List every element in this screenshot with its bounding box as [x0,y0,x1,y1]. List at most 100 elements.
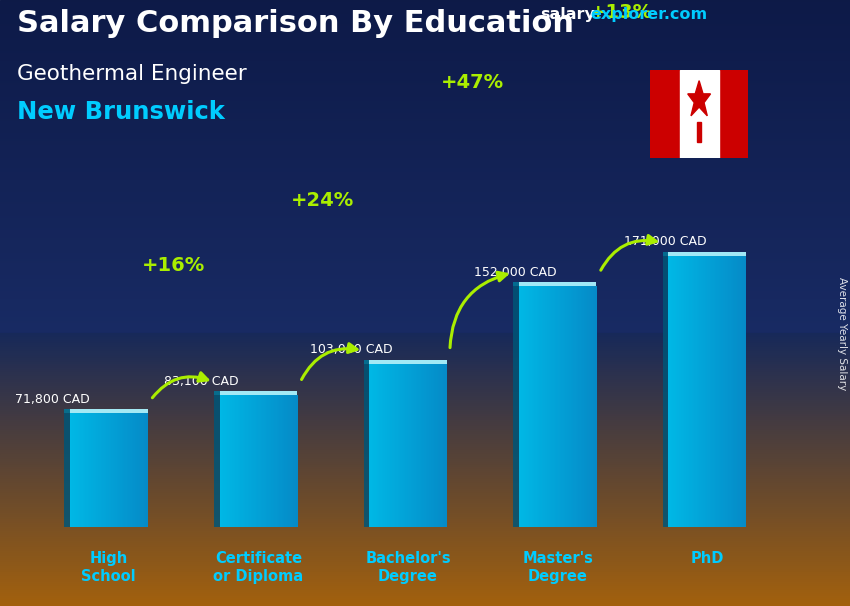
Bar [693,256,694,527]
Text: 71,800 CAD: 71,800 CAD [14,393,89,406]
Bar [425,364,427,527]
Bar [0,503,850,505]
Bar [82,413,84,527]
Bar [269,395,270,527]
Bar [577,286,579,527]
Bar [575,286,576,527]
Bar [0,438,850,441]
Bar [439,364,440,527]
Bar [0,289,850,291]
Bar [94,413,95,527]
Bar [0,485,850,487]
Bar [0,473,850,474]
Bar [0,159,850,162]
Bar [518,286,520,527]
Bar [0,541,850,544]
Bar [589,286,590,527]
Bar [369,364,371,527]
Bar [364,360,369,364]
Bar [745,256,746,527]
Bar [694,256,696,527]
Bar [261,395,263,527]
Bar [0,277,850,279]
Bar [0,22,850,24]
Bar [79,413,81,527]
Bar [0,408,850,410]
Bar [570,286,572,527]
Bar [0,414,850,416]
Bar [270,395,272,527]
Bar [722,256,724,527]
Bar [0,93,850,95]
Bar [0,253,850,255]
Bar [0,538,850,539]
Bar [226,395,228,527]
Bar [0,426,850,428]
Bar [523,286,524,527]
Bar [0,396,850,398]
Bar [71,413,73,527]
Bar [0,544,850,545]
Bar [0,138,850,139]
Bar [265,395,267,527]
Bar [0,489,850,491]
Bar [222,395,224,527]
Bar [0,596,850,598]
Bar [707,256,709,527]
Bar [374,364,376,527]
Bar [369,360,447,364]
Bar [104,413,105,527]
Bar [0,103,850,105]
Bar [246,395,247,527]
Bar [670,256,672,527]
Bar [0,576,850,578]
Bar [0,501,850,503]
Bar [0,220,850,222]
Bar [0,467,850,468]
Bar [0,313,850,315]
Bar [595,286,597,527]
Bar [705,256,706,527]
Bar [113,413,114,527]
Bar [271,395,273,527]
Bar [0,590,850,592]
Bar [111,413,113,527]
Bar [0,315,850,317]
Text: +16%: +16% [141,256,205,275]
Bar [371,364,372,527]
Bar [406,364,408,527]
Bar [383,364,385,527]
Bar [0,321,850,323]
Bar [0,570,850,571]
Bar [0,235,850,236]
Bar [0,216,850,218]
Bar [0,61,850,62]
Bar [740,256,741,527]
Bar [0,529,850,531]
Bar [0,519,850,521]
Bar [0,598,850,600]
Bar [433,364,434,527]
Bar [0,404,850,406]
Bar [0,238,850,241]
Bar [727,256,728,527]
Bar [570,286,571,527]
Bar [428,364,429,527]
Bar [0,394,850,396]
Bar [0,250,850,253]
Bar [0,295,850,297]
Bar [0,176,850,178]
Text: 152,000 CAD: 152,000 CAD [474,265,557,279]
Bar [0,18,850,20]
Bar [287,395,288,527]
Bar [0,228,850,230]
Bar [0,202,850,204]
Bar [0,291,850,293]
Bar [0,145,850,147]
Bar [0,515,850,517]
Bar [684,256,685,527]
Bar [681,256,683,527]
Bar [0,584,850,586]
Bar [248,395,250,527]
Bar [405,364,407,527]
